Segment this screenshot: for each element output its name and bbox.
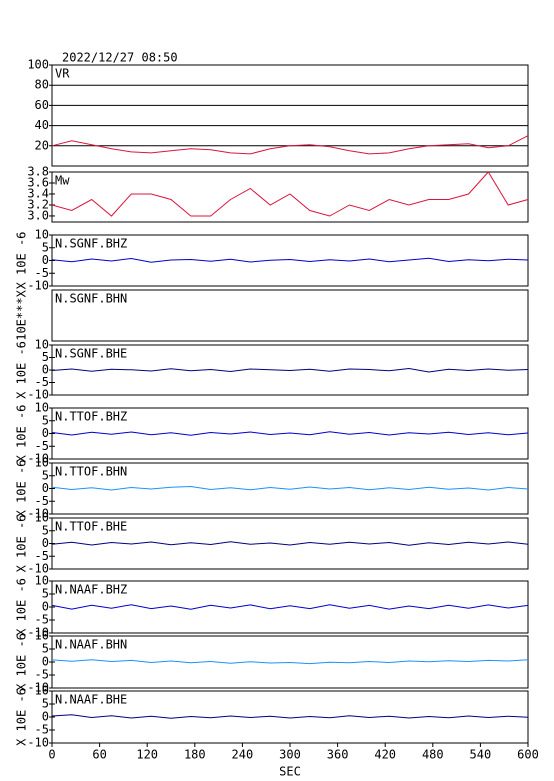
panel-label: VR bbox=[55, 67, 70, 81]
y-axis-label: X 10E -6 bbox=[15, 688, 29, 746]
y-tick-label: -5 bbox=[35, 549, 49, 563]
y-tick-label: 5 bbox=[42, 350, 49, 364]
y-tick-label: 10 bbox=[35, 629, 49, 643]
y-tick-label: 100 bbox=[27, 58, 49, 72]
y-axis-label: X 10E -6 bbox=[15, 633, 29, 691]
y-tick-label: 10 bbox=[35, 456, 49, 470]
trace bbox=[51, 541, 529, 546]
trace bbox=[51, 257, 529, 263]
y-axis-label: X 10E -6 bbox=[15, 232, 29, 290]
y-tick-label: -10 bbox=[27, 279, 49, 293]
y-axis-label: X 10E -6 bbox=[15, 578, 29, 636]
y-tick-label: -5 bbox=[35, 439, 49, 453]
trace bbox=[51, 659, 529, 665]
y-tick-label: 60 bbox=[35, 98, 49, 112]
y-tick-label: -5 bbox=[35, 668, 49, 682]
trace bbox=[51, 135, 529, 155]
x-tick-label: 600 bbox=[517, 748, 539, 762]
x-tick-label: 240 bbox=[232, 748, 254, 762]
y-axis-label: X 10E -6 bbox=[15, 515, 29, 573]
y-tick-label: -5 bbox=[35, 266, 49, 280]
y-tick-label: 40 bbox=[35, 118, 49, 132]
x-tick-label: 540 bbox=[470, 748, 492, 762]
panel-frame bbox=[51, 289, 529, 342]
y-tick-label: -5 bbox=[35, 375, 49, 389]
y-tick-label: -10 bbox=[27, 562, 49, 576]
y-tick-label: -10 bbox=[27, 507, 49, 521]
panel-label: N.NAAF.BHZ bbox=[55, 583, 127, 597]
y-tick-label: 3.0 bbox=[27, 208, 49, 222]
x-axis-label: SEC bbox=[279, 765, 301, 779]
y-tick-label: 0 bbox=[42, 481, 49, 495]
y-tick-label: -5 bbox=[35, 723, 49, 737]
trace bbox=[51, 367, 529, 373]
y-axis-label: X 10E -6 bbox=[15, 405, 29, 463]
panel-label: N.TTOF.BHE bbox=[55, 520, 127, 534]
y-tick-label: 0 bbox=[42, 536, 49, 550]
panel-label: N.SGNF.BHN bbox=[55, 292, 127, 306]
x-tick-label: 0 bbox=[48, 748, 55, 762]
x-tick-label: 480 bbox=[422, 748, 444, 762]
trace bbox=[51, 171, 529, 217]
panel-label: Mw bbox=[55, 174, 70, 188]
panel-label: N.TTOF.BHZ bbox=[55, 410, 127, 424]
y-tick-label: 3.6 bbox=[27, 175, 49, 189]
panel-label: N.NAAF.BHN bbox=[55, 638, 127, 652]
y-tick-label: 10 bbox=[35, 684, 49, 698]
y-axis-label: X 10E -6 bbox=[15, 341, 29, 399]
x-tick-label: 300 bbox=[279, 748, 301, 762]
y-tick-label: 10 bbox=[35, 338, 49, 352]
y-tick-label: -10 bbox=[27, 626, 49, 640]
y-tick-label: 10 bbox=[35, 511, 49, 525]
y-tick-label: 5 bbox=[42, 468, 49, 482]
y-tick-label: 3.4 bbox=[27, 186, 49, 200]
y-tick-label: 5 bbox=[42, 642, 49, 656]
x-tick-label: 360 bbox=[327, 748, 349, 762]
y-tick-label: 5 bbox=[42, 587, 49, 601]
y-tick-label: 5 bbox=[42, 697, 49, 711]
y-tick-label: -10 bbox=[27, 736, 49, 750]
panel-label: N.SGNF.BHZ bbox=[55, 237, 127, 251]
panel-label: N.SGNF.BHE bbox=[55, 347, 127, 361]
panel-label: N.TTOF.BHN bbox=[55, 465, 127, 479]
y-tick-label: 10 bbox=[35, 401, 49, 415]
trace bbox=[51, 431, 529, 436]
trace bbox=[51, 485, 529, 491]
y-tick-label: 0 bbox=[42, 710, 49, 724]
y-axis-label: X 10E -6 bbox=[15, 460, 29, 518]
y-tick-label: 20 bbox=[35, 138, 49, 152]
y-tick-label: 0 bbox=[42, 426, 49, 440]
y-tick-label: 0 bbox=[42, 363, 49, 377]
x-tick-label: 120 bbox=[136, 748, 158, 762]
y-tick-label: 0 bbox=[42, 253, 49, 267]
y-tick-label: -10 bbox=[27, 388, 49, 402]
x-tick-label: 420 bbox=[374, 748, 396, 762]
panel-frame bbox=[51, 171, 529, 223]
trace bbox=[51, 604, 529, 610]
y-tick-label: 3.2 bbox=[27, 197, 49, 211]
y-tick-label: 5 bbox=[42, 240, 49, 254]
figure-title: 2022/12/27 08:50 bbox=[62, 51, 178, 65]
y-axis-label: 10E***X bbox=[15, 289, 29, 340]
y-tick-label: 5 bbox=[42, 523, 49, 537]
y-tick-label: 5 bbox=[42, 413, 49, 427]
panel-label: N.NAAF.BHE bbox=[55, 693, 127, 707]
y-tick-label: 10 bbox=[35, 228, 49, 242]
y-tick-label: 0 bbox=[42, 655, 49, 669]
x-tick-label: 180 bbox=[184, 748, 206, 762]
y-tick-label: -10 bbox=[27, 452, 49, 466]
y-tick-label: 3.8 bbox=[27, 165, 49, 179]
y-tick-label: 0 bbox=[42, 600, 49, 614]
y-tick-label: -5 bbox=[35, 494, 49, 508]
y-tick-label: 10 bbox=[35, 574, 49, 588]
trace bbox=[51, 714, 529, 719]
y-tick-label: 80 bbox=[35, 78, 49, 92]
x-tick-label: 60 bbox=[92, 748, 106, 762]
y-tick-label: -10 bbox=[27, 681, 49, 695]
y-tick-label: -5 bbox=[35, 613, 49, 627]
